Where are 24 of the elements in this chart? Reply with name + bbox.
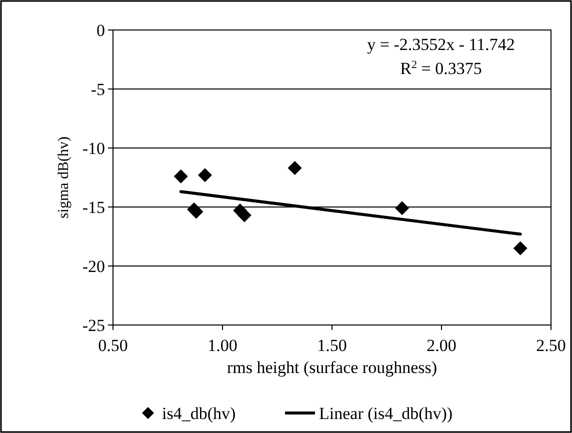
x-tick-label: 0.50 (98, 336, 128, 355)
x-axis-title: rms height (surface roughness) (226, 358, 438, 377)
point (189, 204, 204, 219)
y-tick-label: -5 (90, 80, 105, 99)
y-tick-label: -25 (82, 316, 105, 335)
legend-label: is4_db(hv) (162, 404, 236, 423)
point (174, 169, 188, 184)
y-tick-label: -10 (82, 138, 105, 158)
y-axis-title: sigma dB(hv) (56, 136, 72, 219)
point (198, 168, 212, 182)
x-tick-label: 2.50 (536, 336, 566, 355)
legend-label: Linear (is4_db(hv)) (319, 404, 453, 423)
y-tick-label: -20 (82, 256, 105, 276)
annotation: R$^{2}$ = 0.3375 (400, 59, 482, 78)
point (288, 161, 302, 176)
y-tick-label: -15 (82, 198, 105, 217)
point (395, 201, 410, 216)
point (513, 241, 528, 256)
x-tick-label: 1.00 (208, 336, 238, 355)
y-tick-label: 0 (96, 20, 105, 40)
x-tick-label: 1.50 (317, 336, 347, 355)
point (237, 208, 252, 222)
annotation: y = -2.3552x - 11.742 (367, 35, 515, 54)
x-tick-label: 2.00 (426, 336, 456, 355)
